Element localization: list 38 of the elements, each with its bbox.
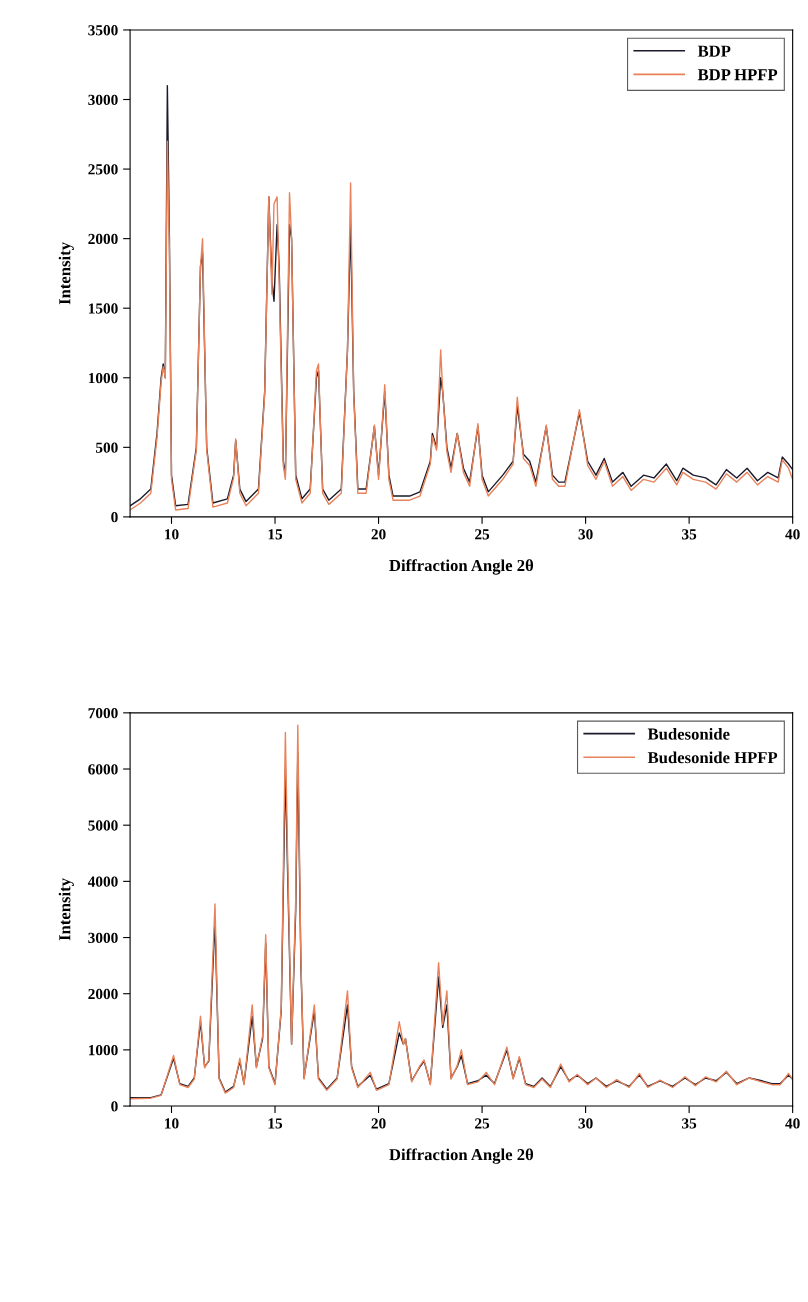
y-tick-label: 500 <box>95 442 118 453</box>
x-tick-label: 30 <box>578 529 593 540</box>
x-tick-label: 35 <box>682 1118 697 1129</box>
y-tick-label: 3000 <box>88 932 118 943</box>
y-tick-label: 2000 <box>88 233 118 245</box>
y-tick-label: 3000 <box>88 94 118 105</box>
x-axis-title: Diffraction Angle 2θ <box>389 559 534 575</box>
y-tick-label: 2500 <box>88 164 118 175</box>
y-axis-title: Intensity <box>58 242 74 305</box>
y-tick-label: 0 <box>111 1101 118 1112</box>
x-tick-label: 40 <box>785 1118 800 1129</box>
y-tick-label: 2000 <box>88 988 118 1000</box>
y-tick-label: 3500 <box>88 25 118 36</box>
x-tick-label: 40 <box>785 529 800 540</box>
legend-label: Budesonide <box>647 727 730 740</box>
y-tick-label: 7000 <box>88 707 118 719</box>
x-axis-title: Diffraction Angle 2θ <box>389 1148 534 1164</box>
x-tick-label: 15 <box>268 529 283 540</box>
legend-label: BDP HPFP <box>697 69 778 81</box>
x-tick-label: 10 <box>165 1118 179 1129</box>
legend-label: BDP <box>697 45 731 57</box>
x-tick-label: 25 <box>475 529 490 540</box>
x-tick-label: 35 <box>682 529 697 540</box>
x-tick-label: 20 <box>371 529 386 540</box>
x-tick-label: 30 <box>578 1118 593 1129</box>
y-tick-label: 1000 <box>88 1045 118 1056</box>
legend-label: Budesonide HPFP <box>647 751 778 764</box>
y-tick-label: 1500 <box>88 303 118 314</box>
y-tick-label: 1000 <box>88 372 118 384</box>
x-tick-label: 15 <box>268 1118 283 1129</box>
x-tick-label: 25 <box>475 1118 490 1129</box>
y-axis-title: Intensity <box>58 878 74 941</box>
y-tick-label: 5000 <box>88 820 118 831</box>
y-tick-label: 0 <box>111 512 118 523</box>
x-tick-label: 20 <box>371 1118 386 1129</box>
x-tick-label: 10 <box>165 529 179 540</box>
y-tick-label: 4000 <box>87 876 118 887</box>
y-tick-label: 6000 <box>88 764 118 775</box>
